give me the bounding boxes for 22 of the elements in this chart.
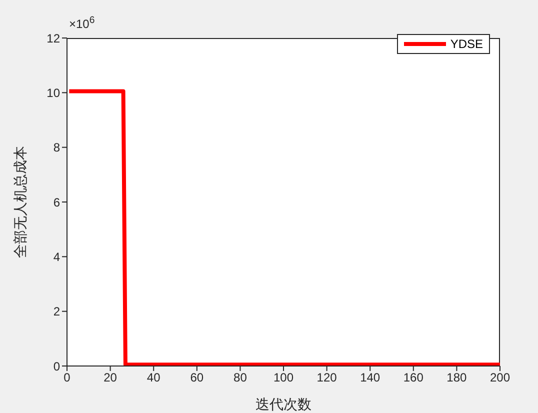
x-tick-label: 40: [146, 370, 161, 385]
x-tick-label: 60: [190, 370, 204, 385]
x-tick-label: 180: [446, 370, 468, 385]
y-tick-label: 12: [46, 31, 60, 46]
x-tick-label: 120: [316, 370, 338, 385]
y-tick-label: 10: [46, 86, 60, 100]
y-axis-title: 全部无人机总成本: [12, 146, 29, 258]
y-tick-label: 6: [53, 195, 60, 210]
x-tick-label: 140: [360, 370, 380, 385]
text: ×10$^{6}$: [69, 14, 95, 31]
x-tick-label: 160: [403, 370, 424, 385]
x-axis-title: 迭代次数: [256, 397, 312, 413]
x-tick-label: 80: [234, 370, 248, 385]
y-tick-label: 8: [53, 140, 60, 155]
x-tick-label: 0: [64, 370, 71, 385]
x-tick-label: 200: [490, 370, 510, 385]
y-tick-label: 0: [53, 359, 60, 374]
legend-label: YDSE: [450, 37, 483, 51]
y-tick-label: 4: [53, 250, 60, 264]
y-tick-label: 2: [53, 304, 60, 319]
x-tick-label: 100: [273, 370, 294, 385]
x-tick-label: 20: [104, 370, 118, 385]
